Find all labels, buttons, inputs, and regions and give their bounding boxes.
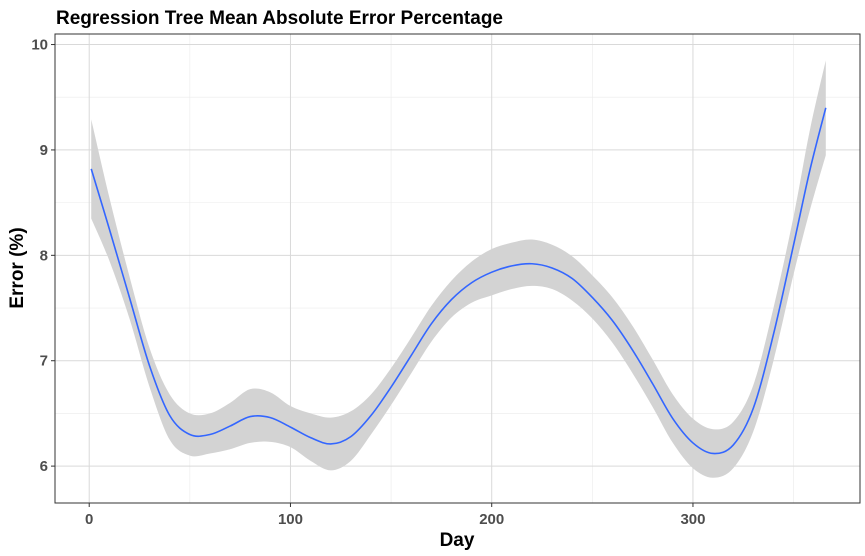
y-tick-label: 9: [40, 142, 48, 159]
confidence-band: [91, 60, 826, 478]
y-tick-label: 6: [40, 458, 48, 475]
y-tick-label: 7: [40, 353, 48, 370]
x-tick-label: 100: [278, 511, 303, 528]
y-tick-label: 10: [31, 37, 48, 54]
x-axis-title: Day: [440, 530, 475, 551]
chart-title: Regression Tree Mean Absolute Error Perc…: [56, 8, 503, 29]
x-axis: 0 100 200 300: [85, 503, 705, 528]
panel-border: [54, 33, 861, 504]
y-tick-label: 8: [40, 247, 48, 264]
y-axis-title: Error (%): [7, 227, 28, 308]
x-tick-label: 0: [85, 511, 93, 528]
x-tick-label: 300: [680, 511, 705, 528]
smoothed-error-line: [90, 107, 827, 455]
series-lines: [90, 107, 827, 455]
x-tick-label: 200: [479, 511, 504, 528]
confidence-band-area: [91, 60, 826, 478]
y-axis: 6 7 8 9 10: [31, 37, 55, 475]
